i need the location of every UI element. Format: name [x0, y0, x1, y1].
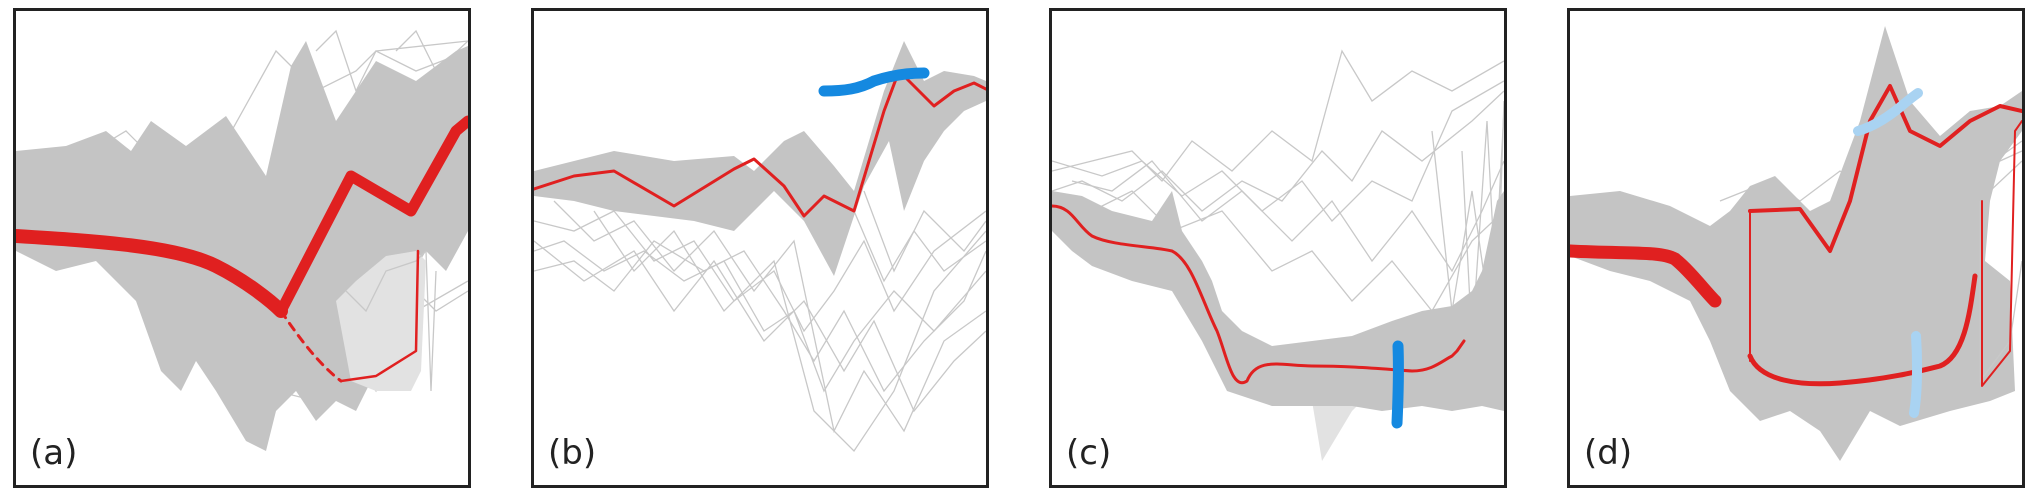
- panel-d-brush-upper: [1853, 88, 1923, 136]
- panel-a-highlight-dashed: [279, 309, 343, 383]
- panel-d-brush-lower: [1909, 331, 1923, 418]
- panel-d-highlight-thick: [1570, 244, 1722, 308]
- panel-c-label: (c): [1066, 433, 1112, 473]
- panel-b-plot: [534, 41, 986, 453]
- panel-b-brush-stroke: [818, 67, 930, 97]
- panel-b-background-lines: [534, 190, 986, 453]
- panel-a-highlight-thin: [339, 249, 420, 383]
- panel-c-highlight-line: [1052, 204, 1466, 385]
- panel-c: (c): [1049, 8, 1507, 488]
- panel-b-envelope-band: [534, 41, 986, 276]
- panel-b: (b): [531, 8, 989, 488]
- panel-d: (d): [1567, 8, 2025, 488]
- panel-c-plot: [1052, 49, 1504, 461]
- panel-d-right-connector: [1981, 120, 2022, 387]
- panel-d-right-loop: [1979, 201, 2022, 383]
- panel-a-inset-band: [336, 251, 426, 391]
- panel-c-envelope-band: [1052, 191, 1504, 411]
- panel-c-background-lines: [1052, 49, 1504, 342]
- panel-d-plot: [1570, 26, 2022, 461]
- panel-d-label: (d): [1584, 433, 1633, 473]
- panel-d-upper-line: [1748, 84, 2022, 253]
- panel-a: (a): [13, 8, 471, 488]
- panel-d-lower-line: [1747, 273, 1978, 387]
- panel-a-label: (a): [30, 433, 78, 473]
- panel-d-envelope-band: [1570, 26, 2022, 461]
- panel-b-highlight-line: [534, 69, 986, 218]
- panel-a-highlight-thick: [16, 229, 288, 318]
- panel-c-brush-stroke: [1391, 340, 1404, 429]
- panel-b-label: (b): [548, 433, 597, 473]
- panel-a-plot: [16, 29, 468, 451]
- panel-a-highlight-rise: [275, 115, 468, 317]
